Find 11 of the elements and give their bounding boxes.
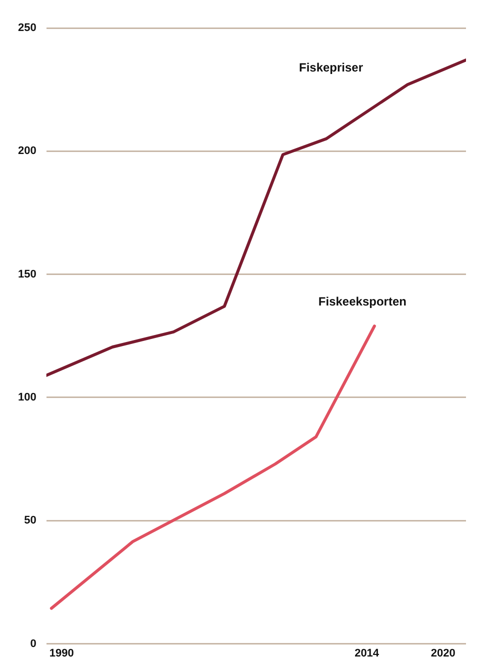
y-tick-label: 50 <box>24 514 36 527</box>
x-tick-label: 2020 <box>430 647 456 660</box>
y-tick-label: 0 <box>30 638 36 650</box>
y-tick-label: 250 <box>18 22 36 34</box>
y-tick-label: 100 <box>18 392 36 404</box>
x-tick-label: 1990 <box>49 647 74 660</box>
x-tick-label: 2014 <box>354 647 380 660</box>
y-tick-label: 200 <box>18 145 36 158</box>
y-tick-label: 150 <box>18 268 36 280</box>
text: Fiskeeksporten <box>318 294 406 308</box>
text: Fiskepriser <box>298 60 364 74</box>
